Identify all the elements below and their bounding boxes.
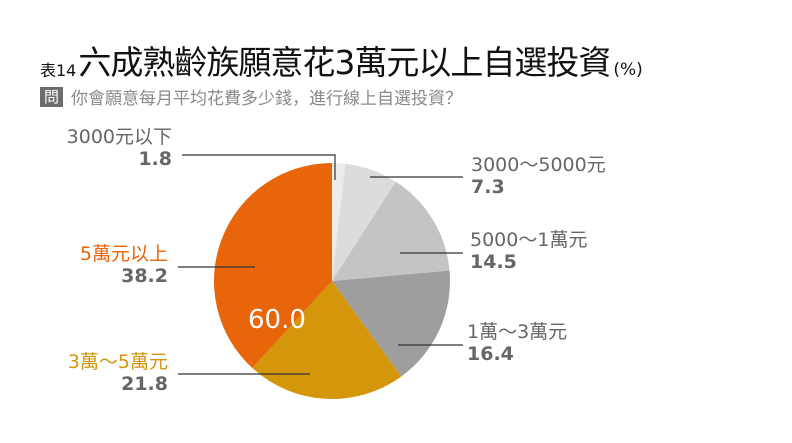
table-number: 表14	[40, 61, 77, 80]
leader-line-1	[182, 154, 336, 180]
combined-value-label: 60.0	[248, 305, 306, 335]
pie-slices	[213, 163, 450, 399]
pie-slice-3	[332, 181, 450, 281]
label-under-3000: 3000元以下 1.8	[66, 126, 172, 170]
chart-title: 六成熟齡族願意花3萬元以上自選投資	[78, 43, 611, 82]
label-10k-30k: 1萬～3萬元 16.4	[467, 321, 568, 365]
question-badge: 問	[40, 86, 64, 107]
label-3000-5000: 3000～5000元 7.3	[471, 154, 606, 198]
pie-slice-5	[252, 281, 402, 399]
leader-lines	[178, 154, 463, 375]
pie-slice-6	[213, 163, 332, 369]
chart-title-row: 表14 六成熟齡族願意花3萬元以上自選投資 (%)	[40, 36, 643, 84]
label-30k-50k: 3萬～5萬元 21.8	[67, 351, 168, 395]
pie-slice-1	[332, 163, 346, 281]
unit-label: (%)	[613, 60, 643, 80]
question-text: 你會願意每月平均花費多少錢，進行線上自選投資？	[71, 89, 463, 109]
pie-slice-2	[332, 163, 396, 281]
pie-slice-4	[332, 270, 450, 377]
label-over-50k: 5萬元以上 38.2	[79, 243, 168, 287]
question-row: 問 你會願意每月平均花費多少錢，進行線上自選投資？	[40, 84, 462, 109]
label-5000-10k: 5000～1萬元 14.5	[470, 229, 588, 273]
